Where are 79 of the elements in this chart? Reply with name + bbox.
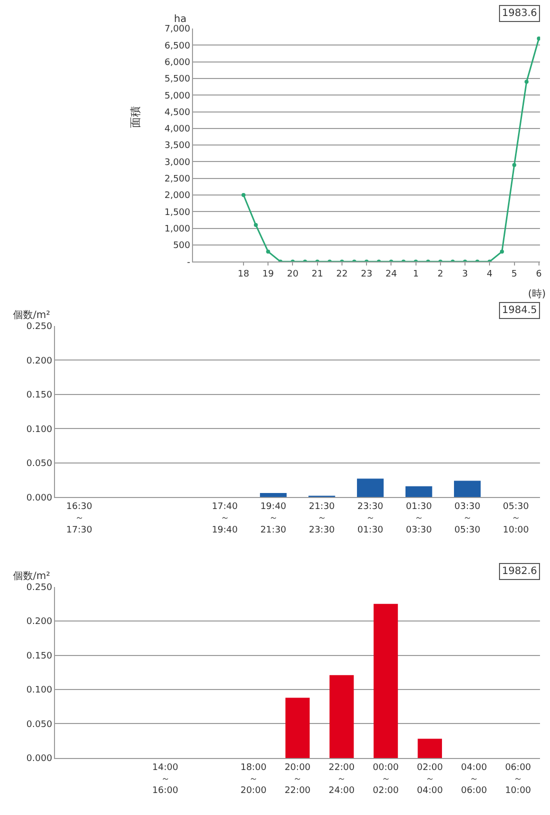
- y-tick-label: 500: [173, 241, 191, 252]
- y-tick-label: 0.000: [26, 754, 52, 764]
- x-tick-label: 4: [486, 269, 493, 280]
- y-tick-label: 1,500: [164, 208, 191, 218]
- x-tick-label: 17:40 ～ 19:40: [212, 502, 238, 536]
- y-tick-label: 0.200: [26, 356, 52, 366]
- x-tick-label: 5: [511, 269, 518, 280]
- x-tick-label: 20:00 ～ 22:00: [284, 762, 311, 796]
- point: [536, 36, 540, 41]
- point: [254, 222, 258, 227]
- x-tick-label: 22:00 ～ 24:00: [328, 762, 355, 796]
- x-tick-label: 1: [412, 269, 419, 280]
- point: [500, 250, 504, 254]
- x-tick-label: 2: [438, 269, 444, 280]
- point: [266, 250, 270, 254]
- x-tick-label: 18: [238, 269, 250, 280]
- y-tick-label: 0.050: [26, 720, 52, 730]
- bar: [330, 675, 354, 758]
- y-tick-label: 3,500: [164, 141, 191, 152]
- y-axis-title: 個数/m²: [13, 310, 50, 321]
- x-tick-label: 6: [536, 269, 542, 280]
- x-tick-label: 04:00 ～ 06:00: [460, 762, 488, 796]
- point: [512, 163, 516, 168]
- y-tick-label: 0.250: [26, 322, 52, 332]
- x-tick-label: 20: [287, 269, 299, 280]
- bar: [405, 486, 432, 498]
- y-tick-label: 1,000: [164, 224, 191, 234]
- bar: [260, 493, 287, 498]
- y-tick-label: 7,000: [164, 24, 191, 35]
- y-tick-label: -: [187, 258, 190, 268]
- y-axis-title: 個数/m²: [13, 571, 50, 582]
- text: ha: [174, 14, 186, 25]
- y-tick-label: 0.100: [26, 686, 52, 696]
- y-tick-label: 0.150: [26, 651, 52, 662]
- bar: [285, 698, 310, 758]
- x-tick-label: 3: [462, 269, 468, 280]
- x-tick-label: 21:30 ～ 23:30: [308, 502, 336, 536]
- bar: [356, 478, 384, 498]
- bar: [374, 604, 398, 758]
- x-tick-label: 19:40 ～ 21:30: [260, 502, 287, 536]
- x-tick-label: 05:30 ～ 10:00: [502, 502, 530, 536]
- y-tick-label: 0.250: [26, 582, 52, 593]
- x-tick-label: 23:30 ～ 01:30: [357, 502, 384, 536]
- y-tick-label: 0.100: [26, 424, 52, 435]
- x-tick-label: 18:00 ～ 20:00: [240, 762, 267, 796]
- y-tick-label: 6,500: [164, 41, 191, 52]
- y-tick-label: 3,000: [164, 158, 191, 168]
- y-tick-label: 2,000: [164, 191, 191, 202]
- bar: [454, 480, 481, 498]
- x-tick-label: 24: [385, 269, 398, 280]
- x-tick-label: 02:00 ～ 04:00: [416, 762, 444, 796]
- y-tick-label: 6,000: [164, 58, 191, 68]
- bar: [418, 738, 442, 758]
- y-tick-label: 4,500: [164, 108, 191, 118]
- point: [242, 193, 246, 198]
- y-axis-title: 面積: [129, 106, 142, 128]
- text: 1983.6: [502, 8, 537, 19]
- y-tick-label: 0.200: [26, 617, 52, 628]
- point: [524, 80, 529, 84]
- text: 1982.6: [502, 566, 537, 577]
- x-tick-label: 06:00 ～ 10:00: [505, 762, 532, 796]
- x-tick-label: 00:00 ～ 02:00: [372, 762, 399, 796]
- x-tick-label: 16:30 ～ 17:30: [66, 502, 92, 536]
- x-tick-label: 01:30 ～ 03:30: [406, 502, 432, 536]
- y-tick-label: 0.150: [26, 390, 52, 401]
- y-tick-label: 2,500: [164, 174, 191, 185]
- text: 1984.5: [502, 305, 537, 316]
- y-tick-label: 4,000: [164, 124, 191, 135]
- x-tick-label: 14:00 ～ 16:00: [152, 762, 178, 796]
- x-tick-label: 23: [360, 269, 372, 280]
- y-tick-label: 0.050: [26, 459, 52, 470]
- y-tick-label: 0.000: [26, 493, 52, 504]
- y-tick-label: 5,000: [164, 91, 191, 102]
- x-tick-label: 22: [336, 269, 348, 280]
- text: (時): [528, 288, 546, 300]
- x-tick-label: 19: [262, 269, 274, 280]
- x-tick-label: 03:30 ～ 05:30: [454, 502, 481, 536]
- y-tick-label: 5,500: [164, 74, 191, 85]
- x-tick-label: 21: [312, 269, 324, 280]
